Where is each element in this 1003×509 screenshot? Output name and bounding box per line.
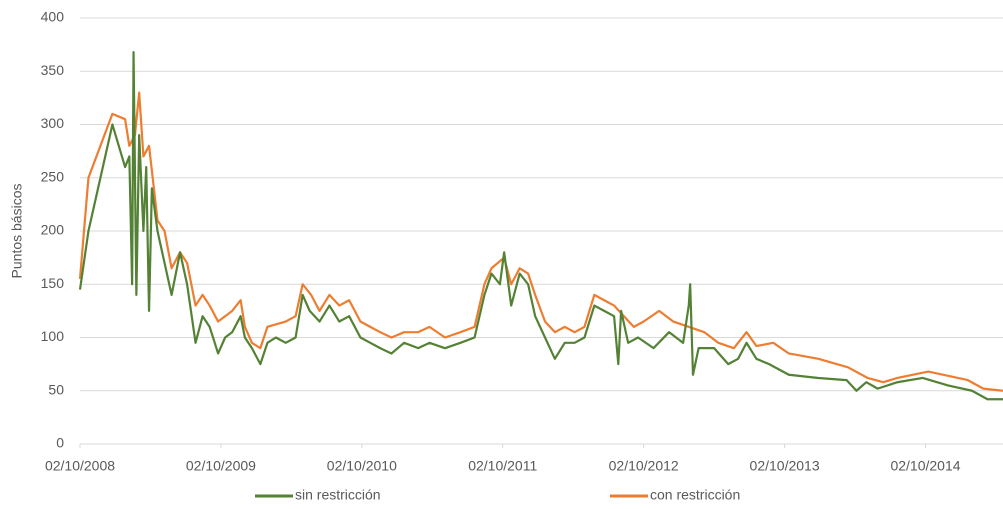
- x-tick-label: 02/10/2009: [186, 458, 256, 474]
- x-tick-label: 02/10/2008: [45, 458, 115, 474]
- y-tick-label: 350: [41, 62, 65, 78]
- series-line: [78, 91, 1003, 392]
- x-tick-label: 02/10/2010: [327, 458, 397, 474]
- y-tick-label: 100: [41, 328, 65, 344]
- y-tick-label: 200: [41, 222, 65, 238]
- y-tick-label: 300: [41, 115, 65, 131]
- x-tick-label: 02/10/2011: [468, 458, 537, 474]
- y-tick-label: 150: [41, 275, 65, 291]
- x-tick-label: 02/10/2012: [609, 458, 679, 474]
- x-tick-label: 02/10/2014: [890, 458, 960, 474]
- y-tick-label: 0: [56, 435, 64, 451]
- y-tick-label: 250: [41, 168, 65, 184]
- y-tick-label: 50: [48, 381, 64, 397]
- x-tick-label: 02/10/2013: [750, 458, 820, 474]
- y-tick-label: 400: [41, 9, 65, 25]
- y-axis-label: Puntos básicos: [9, 184, 25, 279]
- legend-label: sin restricción: [295, 487, 381, 503]
- legend-label: con restricción: [650, 487, 740, 503]
- series-line: [78, 50, 1003, 401]
